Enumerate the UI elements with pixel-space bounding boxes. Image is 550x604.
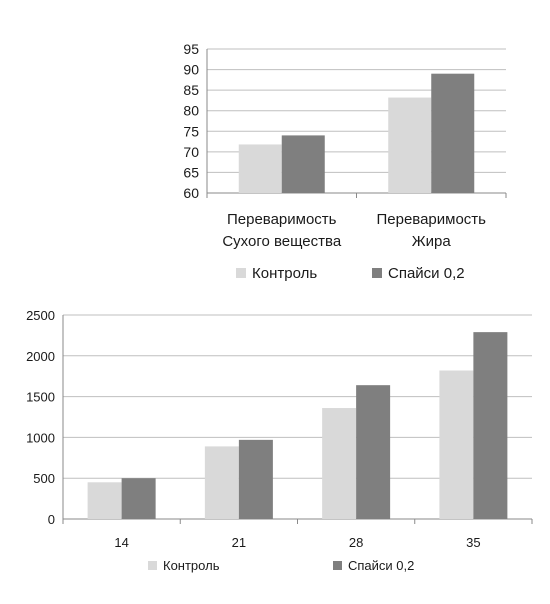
- y-tick-label: 2000: [26, 349, 55, 364]
- bar-spice-3: [473, 332, 508, 519]
- legend-swatch: [236, 268, 246, 278]
- category-label: Переваримость: [376, 211, 486, 228]
- bar-control-1: [388, 97, 432, 193]
- y-tick-label: 65: [183, 164, 199, 180]
- bar-spice-0: [281, 135, 325, 193]
- bar-spice-1: [238, 439, 273, 519]
- bar-control-0: [87, 482, 122, 519]
- bar-control-2: [322, 408, 357, 519]
- y-tick-label: 1000: [26, 430, 55, 445]
- category-label: 35: [466, 535, 480, 550]
- legend-swatch: [333, 561, 342, 570]
- y-tick-label: 80: [183, 103, 199, 119]
- y-tick-label: 70: [183, 144, 199, 160]
- y-tick-label: 90: [183, 62, 199, 78]
- y-tick-label: 0: [48, 512, 55, 527]
- category-label: 21: [232, 535, 246, 550]
- bar-spice-0: [121, 478, 156, 519]
- legend-swatch: [148, 561, 157, 570]
- bar-control-1: [204, 446, 239, 519]
- y-tick-label: 85: [183, 82, 199, 98]
- category-label: Переваримость: [227, 211, 337, 228]
- legend-label: Спайси 0,2: [348, 558, 414, 573]
- legend-label: Спайси 0,2: [388, 265, 465, 282]
- category-label: Жира: [412, 233, 452, 250]
- legend-swatch: [372, 268, 382, 278]
- y-tick-label: 1500: [26, 390, 55, 405]
- category-label: Сухого вещества: [222, 233, 341, 250]
- chart-digestibility: 60 65 70 75 80 85 90 95 Переваримость Сухого веще…: [183, 41, 507, 282]
- category-label: 14: [114, 535, 128, 550]
- chart-weight-by-day: 0 500 1000 1500 2000 2500 14 21 28 35 Контроль Спай…: [26, 308, 533, 573]
- legend-label: Контроль: [163, 558, 220, 573]
- bar-spice-1: [431, 73, 475, 193]
- bar-spice-2: [356, 385, 391, 519]
- legend-label: Контроль: [252, 265, 317, 282]
- bar-control-3: [439, 370, 474, 519]
- y-tick-label: 500: [33, 471, 55, 486]
- bar-control-0: [238, 144, 282, 193]
- y-tick-label: 60: [183, 185, 199, 201]
- category-label: 28: [349, 535, 363, 550]
- y-tick-label: 2500: [26, 308, 55, 323]
- y-tick-label: 75: [183, 123, 199, 139]
- y-tick-label: 95: [183, 41, 199, 57]
